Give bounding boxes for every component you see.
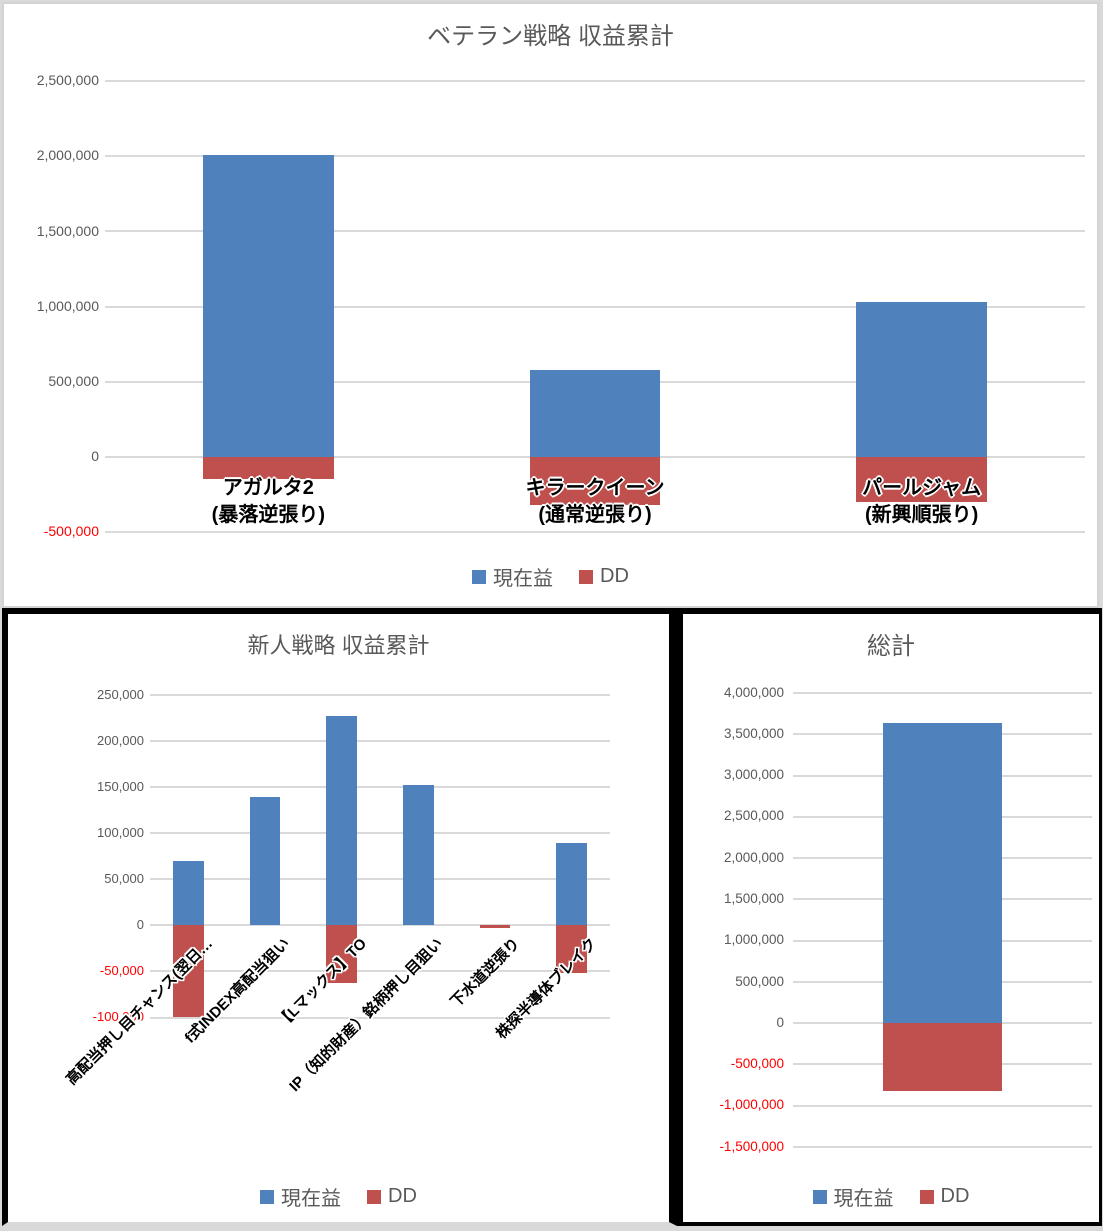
y-axis-tick-label: -1,500,000	[719, 1138, 784, 1154]
y-axis-tick-label: 2,000,000	[36, 147, 99, 164]
gridline	[793, 692, 1092, 694]
dd-swatch	[579, 569, 594, 584]
y-axis-tick-label: 50,000	[104, 871, 144, 887]
y-axis-tick-label: 2,000,000	[723, 849, 784, 865]
gridline	[793, 1146, 1092, 1148]
y-axis-tick-label: -100,000	[92, 1009, 144, 1025]
y-axis-tick-label: -50,000	[99, 963, 144, 979]
bar-dd-2	[326, 925, 357, 984]
current-profit-swatch	[260, 1189, 275, 1204]
legend-label-dd: DD	[940, 1185, 970, 1207]
y-axis-tick-label: 0	[136, 917, 144, 933]
bar-current-profit-1	[249, 797, 281, 926]
bar-current-profit-2	[326, 716, 357, 926]
y-axis-tick-label: 1,000,000	[723, 932, 784, 948]
gridline	[105, 531, 1085, 533]
y-axis-tick-label: 2,500,000	[36, 72, 99, 89]
veteran-legend: 現在益 DD	[4, 562, 1097, 591]
y-axis-tick-label: 3,500,000	[723, 725, 784, 741]
legend-item-dd: DD	[367, 1185, 417, 1208]
y-axis-tick-label: -500,000	[730, 1056, 784, 1072]
bar-current-profit-1	[529, 369, 661, 457]
veteran-chart-panel: ベテラン戦略 収益累計 2,500,000 2,000,000 1,500,000 1…	[2, 2, 1099, 608]
veteran-plot-area: 2,500,000 2,000,000 1,500,000 1,000,000 500,…	[4, 4, 1097, 606]
bar-current-profit-0	[173, 860, 204, 926]
bar-current-profit-0	[203, 154, 334, 457]
rookie-plot-area: 250,000 200,000 150,000 100,000 50,000 0 -50,0…	[8, 614, 669, 1222]
total-chart-panel: 総計 4,000,000 3,500,000 3,000,000 2,500,000 2…	[677, 608, 1102, 1226]
gridline	[150, 924, 610, 927]
y-axis-tick-label: 3,000,000	[723, 767, 784, 783]
legend-item-dd: DD	[579, 565, 629, 588]
bar-dd-1	[529, 456, 661, 505]
y-axis-tick-label: 0	[776, 1014, 784, 1030]
y-axis-tick-label: 2,500,000	[723, 808, 784, 824]
current-profit-swatch	[472, 569, 487, 584]
rookie-chart-title: 新人戦略 収益累計	[247, 633, 430, 658]
bar-current-profit-2	[856, 301, 987, 457]
bar-dd-2	[856, 456, 987, 502]
rookie-legend: 現在益 DD	[8, 1182, 669, 1211]
total-legend: 現在益 DD	[683, 1182, 1099, 1211]
bar-dd-4	[479, 925, 511, 929]
legend-label-current-profit: 現在益	[281, 1188, 342, 1210]
total-chart: 総計 4,000,000 3,500,000 3,000,000 2,500,000 2…	[683, 614, 1099, 1222]
rookie-chart-panel: 新人戦略 収益累計 250,000 200,000 150,000 100,000 50…	[2, 608, 677, 1226]
y-axis-tick-label: -1,000,000	[719, 1097, 784, 1113]
y-axis-tick-label: -500,000	[43, 523, 99, 540]
y-axis-tick-label: 0	[91, 448, 99, 465]
gridline	[150, 1016, 610, 1019]
y-axis-tick-label: 1,500,000	[36, 222, 99, 239]
y-axis-tick-label: 500,000	[48, 372, 99, 389]
category-label: キラークイーン (通常逆張り)	[525, 477, 665, 526]
y-axis-tick-label: 1,000,000	[36, 297, 99, 314]
dd-swatch	[367, 1189, 382, 1204]
gridline	[150, 786, 610, 789]
y-axis-tick-label: 1,500,000	[723, 890, 784, 906]
veteran-chart-title: ベテラン戦略 収益累計	[427, 23, 674, 50]
gridline	[150, 970, 610, 973]
gridline	[150, 740, 610, 743]
dd-swatch	[919, 1189, 934, 1204]
gridline	[793, 1104, 1092, 1107]
category-label: アガルタ2 (暴落逆張り)	[211, 477, 325, 526]
legend-item-current-profit: 現在益	[260, 1182, 341, 1211]
legend-item-dd: DD	[919, 1185, 970, 1208]
y-axis-tick-label: 150,000	[97, 779, 144, 795]
total-chart-title: 総計	[867, 633, 915, 660]
gridline	[105, 230, 1085, 233]
y-axis-tick-label: 4,000,000	[723, 684, 784, 700]
legend-label-current-profit: 現在益	[493, 568, 554, 590]
current-profit-swatch	[812, 1189, 827, 1204]
gridline	[150, 694, 610, 696]
gridline	[105, 305, 1085, 308]
legend-label-dd: DD	[388, 1185, 417, 1207]
veteran-chart: ベテラン戦略 収益累計 2,500,000 2,000,000 1,500,000 1…	[4, 4, 1097, 606]
bar-dd-0	[203, 456, 334, 480]
legend-label-current-profit: 現在益	[833, 1188, 894, 1210]
y-axis-tick-label: 100,000	[97, 825, 144, 841]
bar-current-profit-3	[403, 785, 434, 926]
gridline	[105, 80, 1085, 82]
y-axis-tick-label: 500,000	[735, 973, 784, 989]
bar-dd-5	[556, 925, 587, 974]
rookie-chart: 新人戦略 収益累計 250,000 200,000 150,000 100,000 50…	[8, 614, 669, 1222]
gridline	[150, 878, 610, 881]
bar-current-profit-5	[556, 843, 587, 926]
bar-dd-0	[173, 925, 204, 1018]
gridline	[150, 832, 610, 835]
gridline	[105, 155, 1085, 158]
legend-item-current-profit: 現在益	[472, 562, 553, 591]
category-label: パールジャム (新興順張り)	[862, 477, 982, 526]
y-axis-tick-label: 200,000	[97, 733, 144, 748]
legend-item-current-profit: 現在益	[812, 1182, 894, 1211]
bar-dd-0	[882, 1023, 1003, 1091]
bar-current-profit-0	[882, 722, 1003, 1024]
total-plot-area: 4,000,000 3,500,000 3,000,000 2,500,000 2,00…	[683, 614, 1099, 1222]
legend-label-dd: DD	[600, 565, 629, 587]
y-axis-tick-label: 250,000	[97, 686, 144, 702]
